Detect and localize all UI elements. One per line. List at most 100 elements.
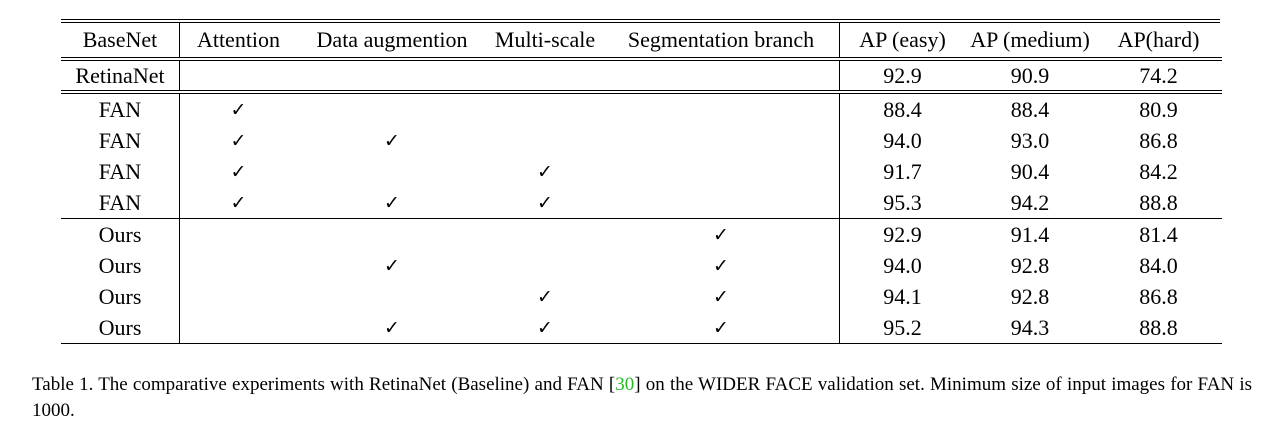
ap-medium-cell: 90.9 <box>965 59 1095 95</box>
seg-branch-cell <box>603 187 840 220</box>
multi-scale-cell <box>487 125 603 156</box>
data-aug-cell: ✓ <box>297 250 487 281</box>
multi-scale-cell: ✓ <box>487 312 603 345</box>
results-table-container: BaseNet Attention Data augmention Multi-… <box>61 19 1222 345</box>
checkmark-icon: ✓ <box>537 286 553 309</box>
attention-cell <box>180 281 298 312</box>
caption-text-end: ] on the WIDER FACE validation set. Mini… <box>32 374 1252 421</box>
basenet-cell: Ours <box>61 281 180 313</box>
header-data-augmention: Data augmention <box>297 23 487 61</box>
ap-hard-cell: 84.0 <box>1139 253 1178 279</box>
ap-hard-cell: 86.8 <box>1139 284 1178 310</box>
table-row: Ours ✓ ✓ 94.0 92.8 84.0 <box>61 250 1222 282</box>
ap-medium-cell: 94.2 <box>965 187 1095 220</box>
comparative-results-table: BaseNet Attention Data augmention Multi-… <box>61 23 1222 345</box>
checkmark-icon: ✓ <box>230 130 247 153</box>
ap-hard-cell: 84.2 <box>1139 159 1178 185</box>
attention-cell: ✓ <box>180 156 298 187</box>
multi-scale-cell: ✓ <box>487 187 603 220</box>
header-segmentation-branch: Segmentation branch <box>603 23 840 61</box>
checkmark-icon: ✓ <box>713 255 729 278</box>
ap-medium-cell: 88.4 <box>1010 97 1050 123</box>
table-body: RetinaNet 92.9 90.9 74.2 FAN ✓ 88.4 88.4 80.9 FAN… <box>61 59 1222 345</box>
ap-easy-cell: 94.0 <box>883 253 922 279</box>
ap-hard-cell: 88.8 <box>1095 312 1222 345</box>
multi-scale-cell <box>487 219 603 251</box>
caption-text-start: Table 1. The comparative experiments wit… <box>32 374 616 395</box>
ap-easy-cell: 94.0 <box>883 128 922 154</box>
table-row: RetinaNet 92.9 90.9 74.2 <box>61 59 1222 95</box>
attention-cell <box>180 250 298 281</box>
table-row: Ours ✓ ✓ 94.1 92.8 86.8 <box>61 281 1222 313</box>
ap-medium-cell: 90.4 <box>1010 159 1050 185</box>
ap-easy-cell: 94.1 <box>883 284 922 310</box>
header-ap-easy: AP (easy) <box>839 23 965 61</box>
attention-cell: ✓ <box>180 92 298 125</box>
citation-link[interactable]: 30 <box>615 374 635 395</box>
checkmark-icon: ✓ <box>230 161 247 184</box>
checkmark-icon: ✓ <box>384 255 400 278</box>
attention-cell <box>179 59 297 95</box>
table-row: FAN ✓ ✓ 91.7 90.4 84.2 <box>61 156 1222 188</box>
table-top-rule <box>61 19 1220 20</box>
checkmark-icon: ✓ <box>384 130 400 153</box>
data-aug-cell: ✓ <box>297 312 487 345</box>
ap-medium-cell: 94.3 <box>965 312 1095 345</box>
ap-medium-cell: 91.4 <box>1010 222 1050 248</box>
checkmark-icon: ✓ <box>537 161 553 184</box>
data-aug-cell <box>297 92 487 125</box>
checkmark-icon: ✓ <box>713 224 729 247</box>
table-row: Ours ✓ ✓ ✓ 95.2 94.3 88.8 <box>61 312 1222 345</box>
basenet-cell: Ours <box>61 218 180 251</box>
ap-hard-cell: 86.8 <box>1139 128 1178 154</box>
basenet-cell: FAN <box>61 125 180 157</box>
seg-branch-cell <box>603 59 840 95</box>
multi-scale-cell <box>487 92 603 125</box>
checkmark-icon: ✓ <box>230 192 247 215</box>
ap-hard-cell: 81.4 <box>1139 222 1178 248</box>
data-aug-cell: ✓ <box>297 187 487 220</box>
seg-branch-cell <box>603 125 840 157</box>
checkmark-icon: ✓ <box>384 192 400 215</box>
multi-scale-cell: ✓ <box>487 156 603 187</box>
table-caption: Table 1. The comparative experiments wit… <box>32 372 1252 424</box>
seg-branch-cell: ✓ <box>603 281 840 313</box>
data-aug-cell: ✓ <box>297 125 487 156</box>
basenet-cell: Ours <box>61 312 180 345</box>
table-row: FAN ✓ 88.4 88.4 80.9 <box>61 92 1222 126</box>
checkmark-icon: ✓ <box>713 317 729 340</box>
ap-easy-cell: 91.7 <box>883 159 922 185</box>
multi-scale-cell <box>487 59 603 95</box>
basenet-cell: Ours <box>61 250 180 282</box>
checkmark-icon: ✓ <box>537 317 553 340</box>
checkmark-icon: ✓ <box>230 99 247 122</box>
data-aug-cell <box>297 219 487 251</box>
checkmark-icon: ✓ <box>713 286 729 309</box>
attention-cell <box>179 312 297 345</box>
header-basenet: BaseNet <box>61 23 180 61</box>
basenet-cell: FAN <box>61 156 180 188</box>
table-header-row: BaseNet Attention Data augmention Multi-… <box>61 23 1222 61</box>
ap-easy-cell: 92.9 <box>839 59 965 95</box>
ap-easy-cell: 95.2 <box>839 312 965 345</box>
header-multi-scale: Multi-scale <box>487 23 603 61</box>
ap-hard-cell: 74.2 <box>1095 59 1222 95</box>
ap-medium-cell: 92.8 <box>1010 253 1050 279</box>
table-top-rule-second <box>61 22 1220 23</box>
ap-easy-cell: 92.9 <box>883 222 922 248</box>
seg-branch-cell <box>603 92 840 126</box>
seg-branch-cell <box>603 156 840 188</box>
header-ap-hard: AP(hard) <box>1095 23 1222 61</box>
basenet-cell: FAN <box>61 187 180 220</box>
seg-branch-cell: ✓ <box>603 250 840 282</box>
table-row: Ours ✓ 92.9 91.4 81.4 <box>61 218 1222 251</box>
attention-cell: ✓ <box>179 187 297 220</box>
multi-scale-cell: ✓ <box>487 281 603 312</box>
ap-medium-cell: 92.8 <box>1010 284 1050 310</box>
ap-easy-cell: 88.4 <box>883 97 922 123</box>
checkmark-icon: ✓ <box>537 192 553 215</box>
seg-branch-cell: ✓ <box>603 218 840 251</box>
data-aug-cell <box>297 59 487 95</box>
ap-hard-cell: 88.8 <box>1095 187 1222 220</box>
table-row: FAN ✓ ✓ ✓ 95.3 94.2 88.8 <box>61 187 1222 220</box>
